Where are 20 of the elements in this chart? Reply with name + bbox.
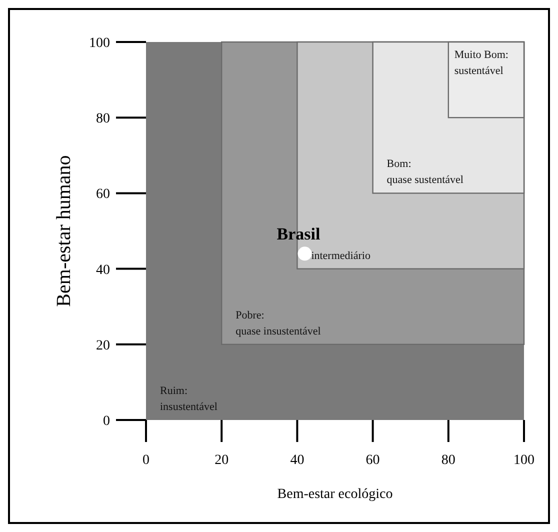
band-label: Bom: quase sustentável [386,158,464,186]
x-tick-label: 100 [514,453,534,468]
y-tick-label: 100 [89,36,110,51]
y-tick-label: 60 [96,187,110,202]
x-axis-title: Bem-estar ecológico [277,487,393,502]
x-tick-label: 0 [142,453,150,468]
y-tick-label: 80 [96,112,110,127]
y-tick-label: 20 [96,338,110,354]
x-tick-label: 60 [366,453,380,468]
band-label: Ruim: insustentável [160,385,218,413]
x-tick-label: 40 [290,453,304,468]
band-label: intermediário [311,250,371,262]
y-tick-label: 40 [96,262,110,278]
y-tick-label: 0 [103,414,110,429]
x-tick-label: 80 [441,453,456,468]
band-label: Muito Bom: sustentável [454,49,508,77]
band-label: Pobre: quase insustentável [236,309,321,338]
y-axis-title: Bem-estar humano [53,155,75,307]
x-tick-label: 20 [214,453,229,468]
series-label: Brasil [276,224,320,244]
